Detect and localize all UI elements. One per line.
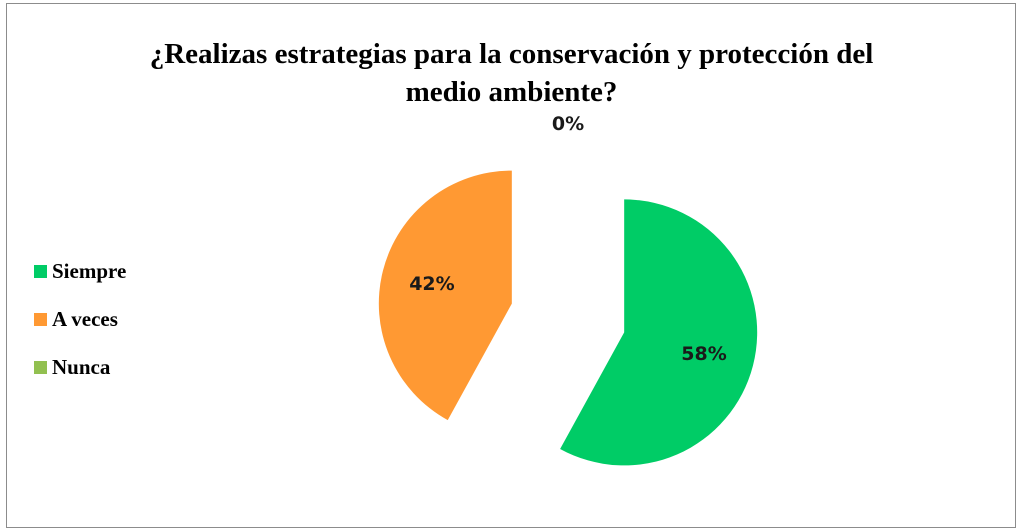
legend-label-a-veces: A veces [52,306,118,331]
legend-swatch-siempre [34,264,47,278]
pie-data-labels: 58% 42% 0% [409,113,727,365]
chart-title-line-2: medio ambiente? [405,76,618,108]
legend-label-nunca: Nunca [52,354,111,379]
legend-item-siempre: Siempre [34,258,126,284]
data-label-nunca: 0% [552,113,584,135]
pie-slice-siempre [560,199,758,466]
legend-item-nunca: Nunca [34,354,126,380]
data-label-siempre: 58% [681,343,726,365]
legend-label-siempre: Siempre [52,258,127,283]
legend-item-a-veces: A veces [34,306,126,332]
chart-title: ¿Realizas estrategias para la conservaci… [0,35,1023,111]
chart-title-line-1: ¿Realizas estrategias para la conservaci… [149,38,874,70]
pie-slice-a-veces [378,170,512,421]
legend-swatch-nunca [34,360,47,374]
pie-slices [378,170,758,466]
data-label-a-veces: 42% [409,273,454,295]
legend-swatch-a-veces [34,312,47,326]
legend: Siempre A veces Nunca [34,258,126,402]
